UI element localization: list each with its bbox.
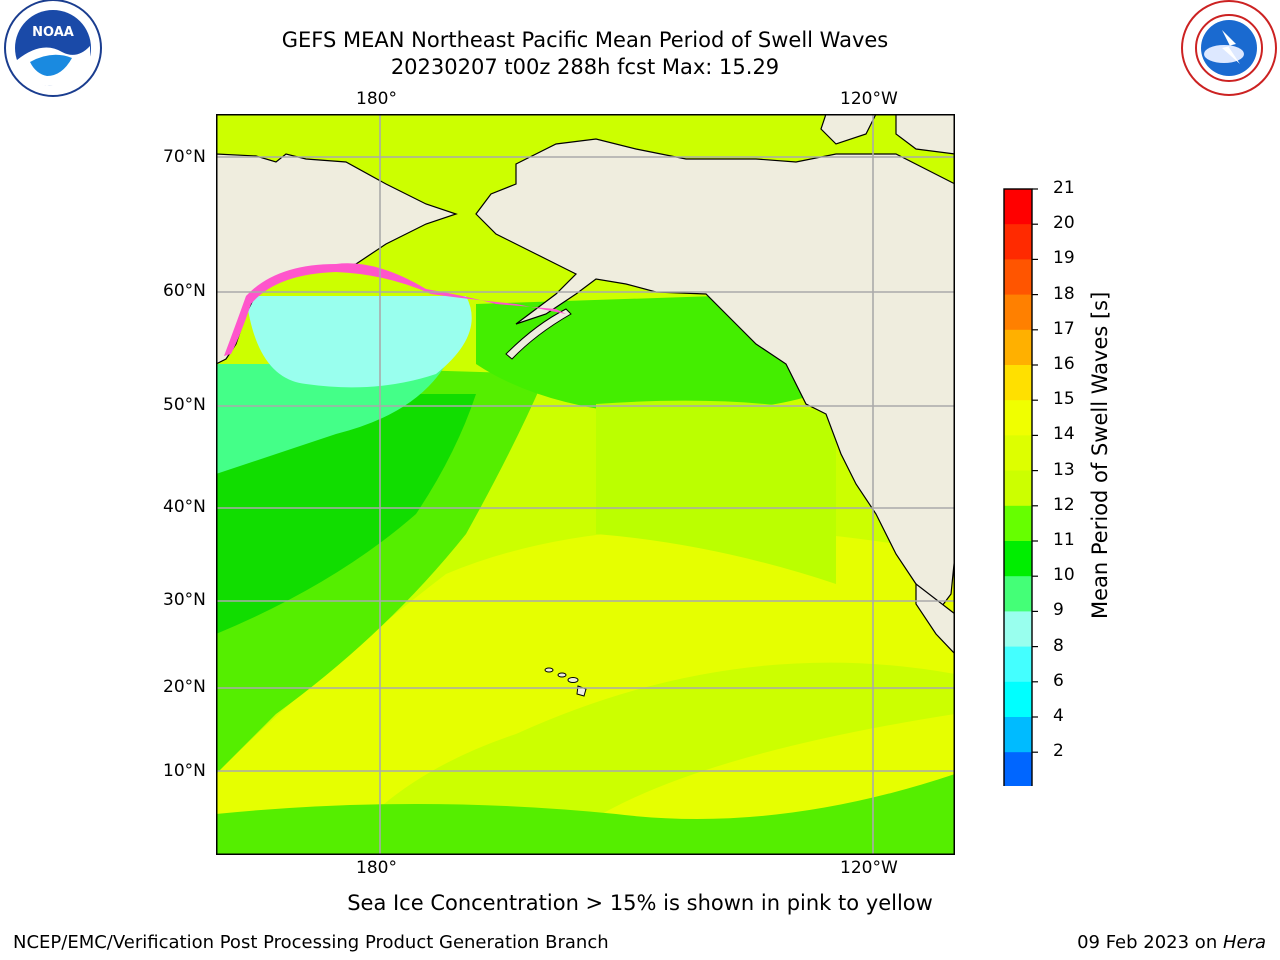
colorbar-segment-5 bbox=[1004, 365, 1032, 401]
colorbar-tick-label: 8 bbox=[1053, 635, 1064, 656]
colorbar-segment-9 bbox=[1004, 505, 1032, 542]
chart-title: GEFS MEAN Northeast Pacific Mean Period … bbox=[281, 28, 889, 52]
noaa-logo-text: NOAA bbox=[32, 25, 74, 40]
colorbar-segment-7 bbox=[1004, 435, 1032, 472]
lat-label-60n: 60°N bbox=[163, 281, 206, 301]
colorbar bbox=[1003, 188, 1038, 786]
land-hawaii-maui bbox=[567, 677, 579, 683]
lon-label-top-180: 180° bbox=[356, 89, 397, 109]
footer-credit: NCEP/EMC/Verification Post Processing Pr… bbox=[13, 932, 609, 953]
chart-subtitle: 20230207 t00z 288h fcst Max: 15.29 bbox=[390, 55, 780, 79]
colorbar-segment-16 bbox=[1004, 752, 1032, 786]
colorbar-segment-11 bbox=[1004, 576, 1032, 612]
colorbar-axis-label: Mean Period of Swell Waves [s] bbox=[1088, 291, 1112, 619]
sea-ice-caption: Sea Ice Concentration > 15% is shown in … bbox=[347, 891, 933, 915]
map-panel bbox=[216, 114, 955, 855]
colorbar-tick-label: 13 bbox=[1053, 459, 1075, 480]
lat-label-30n: 30°N bbox=[163, 590, 206, 610]
colorbar-tick-label: 17 bbox=[1053, 318, 1075, 339]
lat-label-50n: 50°N bbox=[163, 395, 206, 415]
lat-label-20n: 20°N bbox=[163, 677, 206, 697]
lon-label-bottom-180: 180° bbox=[356, 858, 397, 878]
graticule bbox=[216, 114, 955, 855]
colorbar-tick-label: 2 bbox=[1053, 741, 1064, 762]
ocean-west-dark-green bbox=[216, 394, 476, 634]
colorbar-segment-3 bbox=[1004, 294, 1032, 331]
land-arctic-island-1 bbox=[820, 114, 877, 145]
colorbar-tick-label: 20 bbox=[1053, 213, 1075, 234]
colorbar-segment-15 bbox=[1004, 717, 1032, 753]
nws-logo bbox=[1181, 0, 1277, 96]
colorbar-segment-4 bbox=[1004, 329, 1032, 366]
colorbar-segment-10 bbox=[1004, 541, 1032, 577]
colorbar-segment-6 bbox=[1004, 400, 1032, 436]
colorbar-tick-label: 9 bbox=[1053, 600, 1064, 621]
colorbar-segment-0 bbox=[1004, 189, 1032, 225]
colorbar-tick-label: 15 bbox=[1053, 389, 1075, 410]
lat-label-70n: 70°N bbox=[163, 147, 206, 167]
footer-host: Hera bbox=[1222, 932, 1266, 953]
colorbar-segment-2 bbox=[1004, 259, 1032, 296]
colorbar-tick-label: 21 bbox=[1053, 178, 1075, 198]
bering-cyan-region bbox=[246, 296, 472, 388]
lat-label-10n: 10°N bbox=[163, 761, 206, 781]
colorbar-tick-label: 10 bbox=[1053, 565, 1075, 586]
colorbar-tick-label: 19 bbox=[1053, 248, 1075, 269]
footer-date-text: 09 Feb 2023 on bbox=[1077, 932, 1223, 953]
colorbar-segment-8 bbox=[1004, 470, 1032, 507]
colorbar-tick-label: 16 bbox=[1053, 354, 1075, 374]
noaa-logo: NOAA bbox=[4, 0, 102, 97]
lon-label-top-120w: 120°W bbox=[840, 89, 898, 109]
colorbar-tick-label: 14 bbox=[1053, 424, 1075, 445]
land-alaska-peninsula bbox=[505, 308, 572, 360]
gulf-alaska-green bbox=[476, 296, 816, 414]
land-hawaii-oahu bbox=[557, 672, 567, 678]
lat-label-40n: 40°N bbox=[163, 497, 206, 517]
ocean-south-green bbox=[216, 774, 955, 855]
colorbar-segment-13 bbox=[1004, 646, 1032, 683]
lon-label-bottom-120w: 120°W bbox=[840, 858, 898, 878]
map-frame bbox=[216, 114, 955, 855]
colorbar-segment-1 bbox=[1004, 224, 1032, 260]
colorbar-segment-12 bbox=[1004, 611, 1032, 648]
ocean-aqua-region bbox=[216, 364, 446, 474]
colorbar-tick-label: 4 bbox=[1053, 706, 1064, 726]
colorbar-tick-label: 18 bbox=[1053, 283, 1075, 304]
colorbar-segment-14 bbox=[1004, 681, 1032, 718]
footer-date: 09 Feb 2023 on Hera bbox=[1077, 932, 1266, 953]
colorbar-tick-label: 6 bbox=[1053, 670, 1064, 691]
colorbar-tick-label: 12 bbox=[1053, 494, 1075, 515]
land-alaska-canada bbox=[475, 138, 955, 616]
colorbar-tick-label: 11 bbox=[1053, 530, 1075, 550]
land-arctic-island-2 bbox=[895, 114, 955, 155]
land-hawaii-kauai bbox=[544, 667, 554, 673]
ocean-east-region bbox=[596, 400, 836, 584]
